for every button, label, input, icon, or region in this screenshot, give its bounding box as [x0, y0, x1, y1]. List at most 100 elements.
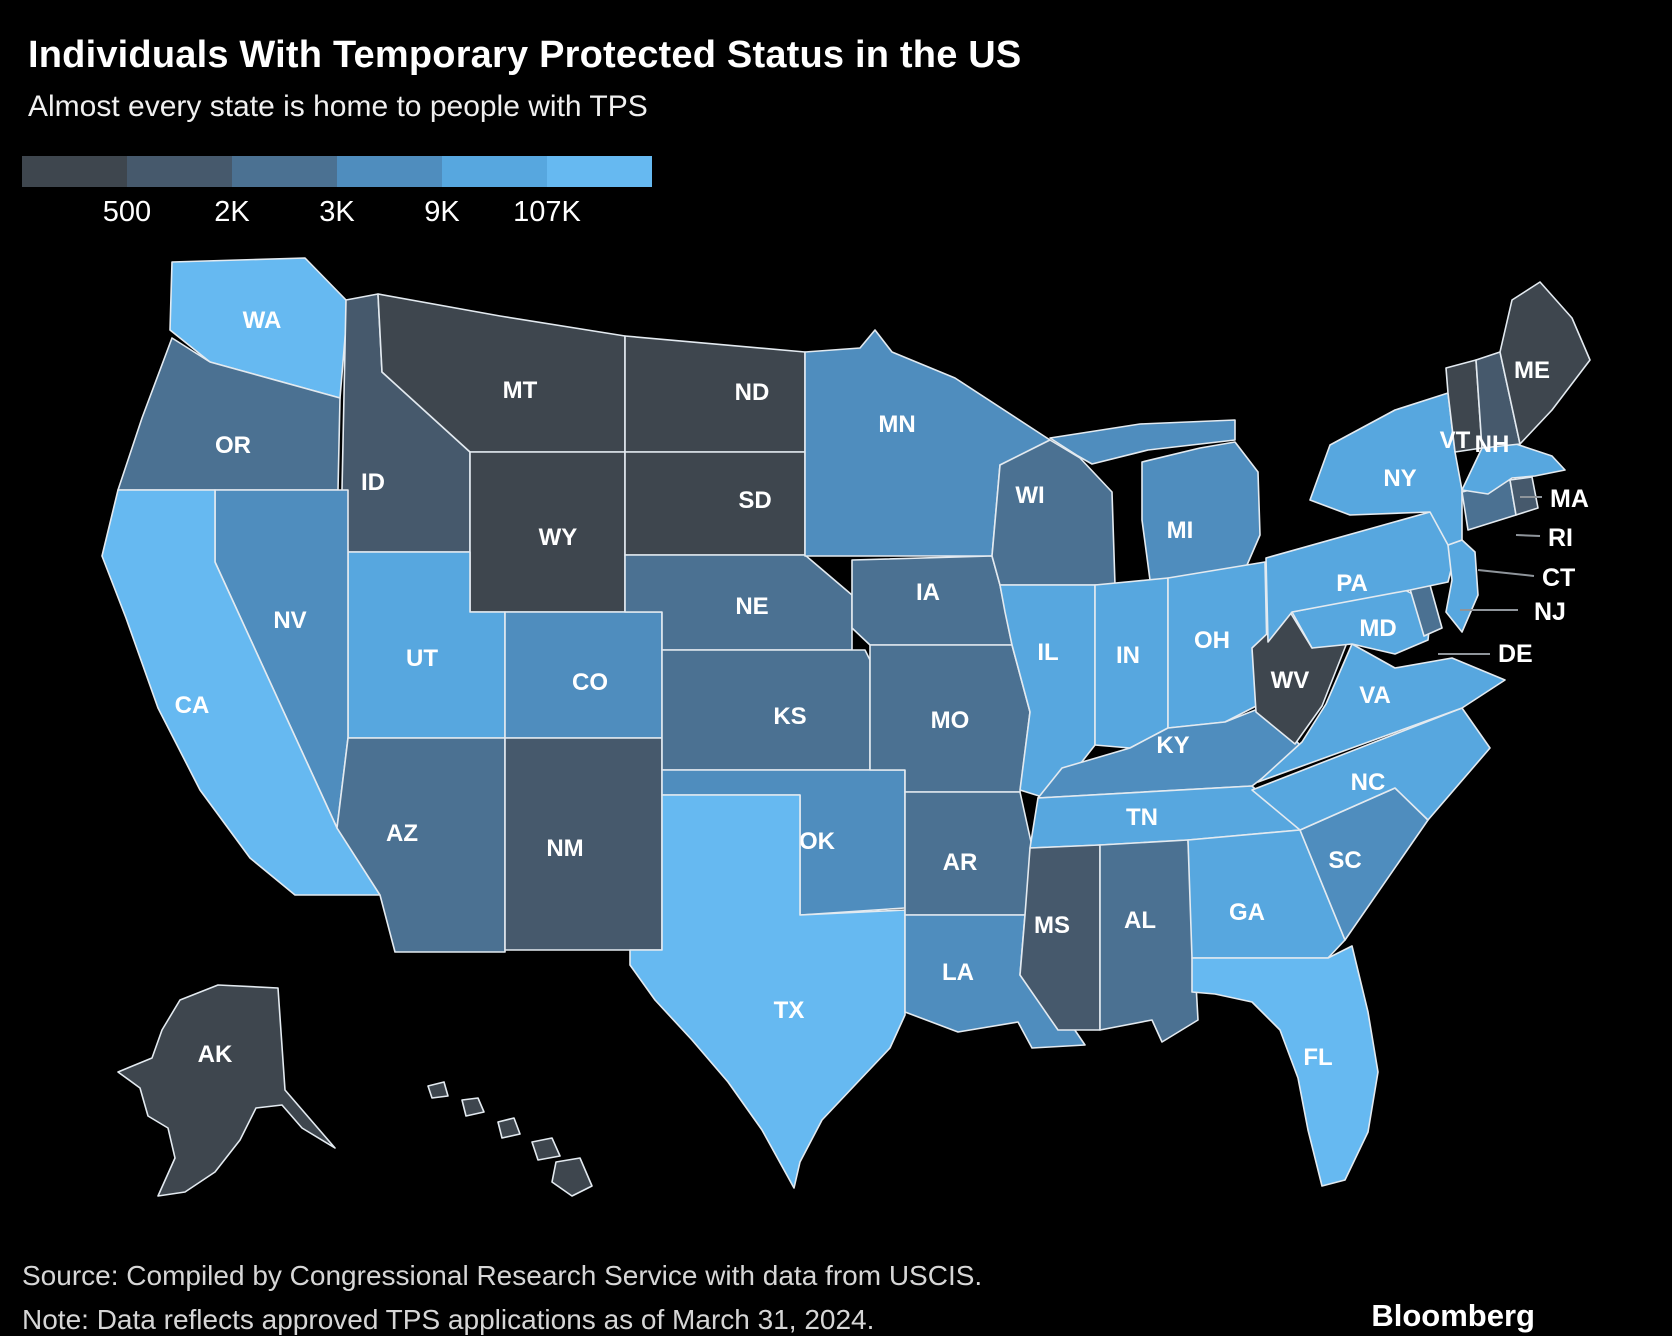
- state-label-vt: VT: [1440, 427, 1471, 454]
- state-label-in: IN: [1116, 642, 1140, 669]
- state-label-ky: KY: [1156, 732, 1189, 759]
- state-oh: OH: [1167, 561, 1269, 729]
- state-label-wv: WV: [1271, 667, 1310, 694]
- state-label-wi: WI: [1015, 482, 1044, 509]
- legend-swatch-4: [442, 156, 547, 187]
- state-label-ak: AK: [198, 1041, 233, 1068]
- state-label-ut: UT: [406, 645, 438, 672]
- state-label-mo: MO: [931, 707, 970, 734]
- state-label-wy: WY: [539, 524, 578, 551]
- state-ne: NE: [624, 554, 853, 651]
- state-ks: KS: [661, 649, 871, 771]
- state-label-ar: AR: [943, 849, 978, 876]
- state-label-md: MD: [1359, 615, 1396, 642]
- state-nm: NM: [504, 737, 663, 951]
- state-label-ny: NY: [1383, 465, 1416, 492]
- state-shape-hi: [427, 1081, 449, 1099]
- legend-tick-label: 500: [102, 196, 152, 228]
- state-label-nv: NV: [273, 607, 306, 634]
- state-label-ga: GA: [1229, 899, 1265, 926]
- legend-color-bar: [22, 156, 652, 187]
- state-co: CO: [504, 611, 663, 739]
- page-title: Individuals With Temporary Protected Sta…: [28, 34, 1022, 76]
- state-label-wa: WA: [243, 307, 282, 334]
- state-label-nm: NM: [546, 835, 583, 862]
- state-shape-ks: [661, 649, 871, 771]
- callout-label-ct: CT: [1542, 564, 1575, 592]
- state-shape-ga: [1187, 829, 1346, 959]
- state-label-or: OR: [215, 432, 251, 459]
- state-label-mi: MI: [1167, 517, 1194, 544]
- callout-nj: NJ: [1460, 598, 1566, 626]
- legend-tick-label: 107K: [513, 196, 581, 228]
- legend-tick-label: 2K: [214, 196, 250, 228]
- state-shape-wv: [1251, 611, 1349, 745]
- state-shape-nd: [624, 335, 806, 453]
- state-label-tx: TX: [774, 997, 805, 1024]
- state-label-ca: CA: [175, 692, 210, 719]
- state-label-az: AZ: [386, 820, 418, 847]
- state-ar: AR: [904, 791, 1036, 916]
- state-me: ME: [1499, 281, 1591, 445]
- state-label-tn: TN: [1126, 804, 1158, 831]
- state-shape-tx: [629, 794, 906, 1189]
- state-shape-wi: [991, 439, 1116, 586]
- state-label-co: CO: [572, 669, 608, 696]
- state-mn: MN: [804, 329, 1051, 557]
- legend-swatch-3: [337, 156, 442, 187]
- callout-label-ma: MA: [1550, 485, 1589, 513]
- callout-line-ct: [1477, 569, 1535, 577]
- state-shape-al: [1099, 839, 1199, 1043]
- legend-swatch-5: [547, 156, 652, 187]
- state-wy: WY: [469, 451, 626, 613]
- bloomberg-logo: Bloomberg: [1371, 1298, 1535, 1333]
- state-shape-hi: [531, 1137, 561, 1161]
- state-ny: NY: [1309, 392, 1463, 546]
- note-text: Note: Data reflects approved TPS applica…: [22, 1304, 875, 1335]
- state-label-oh: OH: [1194, 627, 1230, 654]
- state-label-mn: MN: [878, 411, 915, 438]
- state-az: AZ: [336, 737, 506, 953]
- state-mo: MO: [869, 644, 1031, 793]
- state-label-ms: MS: [1034, 912, 1070, 939]
- state-label-va: VA: [1359, 682, 1391, 709]
- state-shape-oh: [1167, 561, 1269, 729]
- callout-de: DE: [1438, 640, 1533, 668]
- state-ca: CA: [101, 489, 381, 896]
- state-label-pa: PA: [1336, 570, 1368, 597]
- state-label-sd: SD: [738, 487, 771, 514]
- state-va: VA: [1257, 643, 1506, 783]
- state-shape-mi: [1141, 441, 1261, 581]
- state-ia: IA: [851, 555, 1013, 646]
- state-shape-fl: [1191, 945, 1379, 1187]
- state-label-ks: KS: [773, 703, 806, 730]
- state-label-me: ME: [1514, 357, 1550, 384]
- callout-label-nj: NJ: [1534, 598, 1566, 626]
- callout-ct: CT: [1477, 564, 1575, 592]
- legend-swatch-2: [232, 156, 337, 187]
- state-shape-mn: [804, 329, 1051, 557]
- page-subtitle: Almost every state is home to people wit…: [28, 90, 648, 123]
- state-wi: WI: [991, 439, 1116, 586]
- state-label-la: LA: [942, 959, 974, 986]
- legend-tick-label: 9K: [424, 196, 460, 228]
- state-mi: MI: [1049, 419, 1261, 581]
- state-in: IN: [1094, 577, 1169, 749]
- state-shape-az: [336, 737, 506, 953]
- state-label-ne: NE: [735, 593, 768, 620]
- state-fl: FL: [1191, 945, 1379, 1187]
- state-shape-hi: [497, 1117, 521, 1139]
- callout-label-de: DE: [1498, 640, 1533, 668]
- state-il: IL: [999, 584, 1096, 801]
- state-label-ok: OK: [799, 828, 836, 855]
- state-shape-hi: [551, 1157, 593, 1197]
- state-shape-sd: [624, 451, 806, 556]
- state-shape-nj: [1445, 539, 1479, 633]
- state-label-il: IL: [1037, 639, 1058, 666]
- callout-line-ri: [1515, 534, 1541, 537]
- legend-tick-label: 3K: [319, 196, 355, 228]
- state-shape-me: [1499, 281, 1591, 445]
- state-ga: GA: [1187, 829, 1346, 959]
